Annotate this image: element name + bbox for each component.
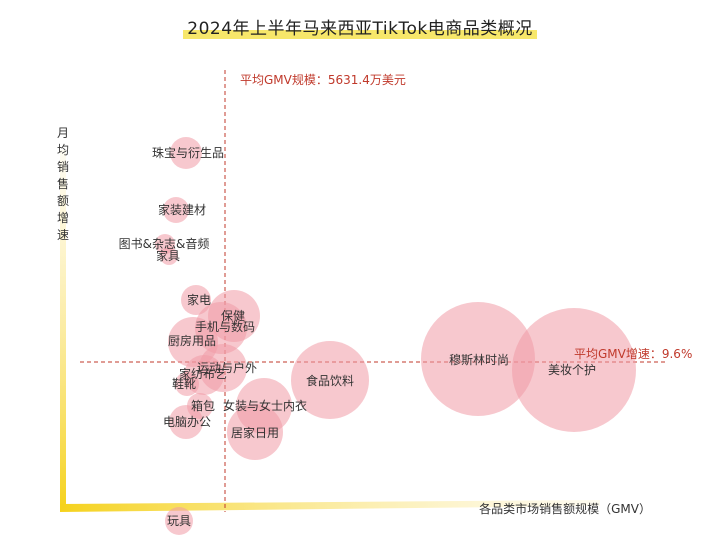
bubble-0 [170, 137, 202, 169]
avg-growth-reference-label: 平均GMV增速：9.6% [574, 347, 692, 361]
y-axis-label-char: 增 [57, 211, 69, 225]
bubble-label-18: 玩具 [167, 514, 191, 528]
bubble-label-6: 手机与数码 [195, 319, 255, 334]
bubble-label-7: 厨房用品 [168, 333, 216, 348]
x-axis-label: 各品类市场销售额规模（GMV） [479, 501, 651, 516]
bubble-label-15: 食品饮料 [306, 373, 354, 388]
bubble-17 [512, 308, 636, 432]
bubble-18 [165, 507, 193, 535]
bubble-10 [175, 372, 199, 396]
avg-gmv-reference-label: 平均GMV规模：5631.4万美元 [240, 72, 406, 87]
bubble-label-0: 珠宝与衍生品 [152, 146, 224, 160]
bubble-label-14: 居家日用 [231, 425, 279, 440]
bubble-label-10: 鞋靴 [172, 376, 196, 391]
bubble-label-9: 家纺布艺 [179, 366, 227, 381]
bubble-label-5: 保健 [221, 309, 245, 323]
bubble-label-16: 穆斯林时尚 [449, 352, 509, 367]
bubble-13 [169, 405, 203, 439]
y-axis-label-char: 均 [57, 143, 69, 157]
bubble-1 [163, 197, 189, 223]
bubble-3 [160, 247, 178, 265]
bubble-4 [181, 285, 211, 315]
y-axis-line [60, 150, 66, 508]
x-axis-line [60, 500, 600, 512]
y-axis-label-char: 额 [57, 194, 69, 208]
bubble-label-13: 电脑办公 [163, 414, 211, 429]
bubble-15 [291, 341, 369, 419]
bubble-16 [421, 302, 535, 416]
bubble-label-11: 箱包 [191, 398, 215, 413]
bubble-label-8: 运动与户外 [197, 360, 257, 375]
bubble-14 [227, 404, 283, 460]
y-axis-label-char: 销 [57, 160, 69, 174]
y-axis-label-char: 速 [57, 228, 69, 242]
bubble-label-17: 美妆个护 [548, 363, 596, 377]
y-axis-label-char: 月 [57, 126, 69, 140]
chart-title: 2024年上半年马来西亚TikTok电商品类概况 [183, 14, 537, 41]
bubble-label-3: 家具 [156, 248, 180, 263]
y-axis-label-char: 售 [57, 176, 69, 191]
bubble-label-12: 女装与女士内衣 [223, 398, 307, 413]
bubble-label-1: 家装建材 [158, 202, 206, 217]
bubble-label-2: 图书&杂志&音频 [119, 236, 210, 251]
bubble-label-4: 家电 [187, 292, 211, 307]
